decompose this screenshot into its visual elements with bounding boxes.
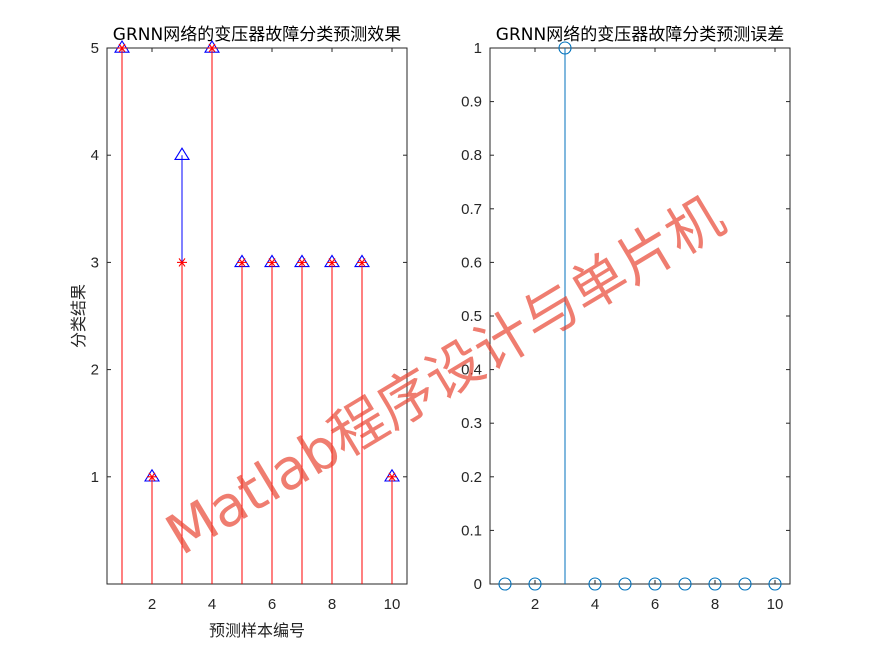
y-tick-label: 0.7: [461, 201, 482, 218]
asterisk-marker: [357, 258, 367, 267]
circle-marker: [678, 577, 692, 591]
asterisk-marker: [387, 472, 397, 482]
asterisk-marker: [297, 258, 307, 267]
y-tick-label: 0.6: [461, 254, 482, 271]
x-tick-label: 10: [384, 596, 401, 613]
y-tick-label: 0.2: [461, 469, 482, 486]
axes-frame: [106, 47, 408, 585]
asterisk-marker: [117, 43, 127, 53]
y-tick-label: 0.3: [461, 415, 482, 432]
circle-marker: [558, 41, 572, 55]
circle-marker: [498, 577, 512, 591]
x-tick-label: 10: [767, 596, 784, 613]
asterisk-marker: [177, 258, 187, 267]
y-tick-label: 3: [91, 254, 99, 271]
asterisk-marker: [267, 258, 277, 267]
y-tick-label: 0.8: [461, 147, 482, 164]
y-tick-label: 0.9: [461, 94, 482, 111]
x-tick-label: 4: [208, 596, 216, 613]
y-tick-label: 4: [91, 147, 99, 164]
circle-marker: [738, 577, 752, 591]
triangle-marker: [174, 147, 190, 160]
circle-marker: [708, 577, 722, 591]
circle-marker: [588, 577, 602, 591]
circle-marker: [528, 577, 542, 591]
x-tick-label: 4: [591, 596, 599, 613]
x-tick-label: 8: [328, 596, 336, 613]
y-tick-label: 2: [91, 362, 99, 379]
y-tick-label: 1: [91, 469, 99, 486]
x-tick-label: 6: [268, 596, 276, 613]
right-chart-title: GRNN网络的变压器故障分类预测误差: [496, 25, 784, 45]
y-tick-label: 1: [474, 40, 482, 57]
classification-error-axes: 2 4 6 8 10 0 0.1 0.2 0.3 0.4 0.5 0.6 0.7 0.8 0.9 1: [461, 40, 791, 613]
y-tick-label: 0: [474, 576, 482, 593]
y-tick-label: 0.5: [461, 308, 482, 325]
y-tick-label: 5: [91, 40, 99, 57]
circle-marker: [618, 577, 632, 591]
circle-marker: [648, 577, 662, 591]
y-tick-label: 0.4: [461, 362, 482, 379]
x-tick-label: 8: [711, 596, 719, 613]
left-y-axis-label: 分类结果: [69, 284, 88, 348]
circle-marker: [768, 577, 782, 591]
asterisk-marker: [327, 258, 337, 267]
x-tick-label: 6: [651, 596, 659, 613]
left-x-axis-label: 预测样本编号: [209, 621, 305, 640]
x-tick-label: 2: [148, 596, 156, 613]
x-tick-label: 2: [531, 596, 539, 613]
asterisk-marker: [147, 472, 157, 482]
asterisk-marker: [207, 43, 217, 53]
y-tick-label: 0.1: [461, 522, 482, 539]
asterisk-marker: [237, 258, 247, 267]
left-chart-title: GRNN网络的变压器故障分类预测效果: [113, 25, 401, 45]
